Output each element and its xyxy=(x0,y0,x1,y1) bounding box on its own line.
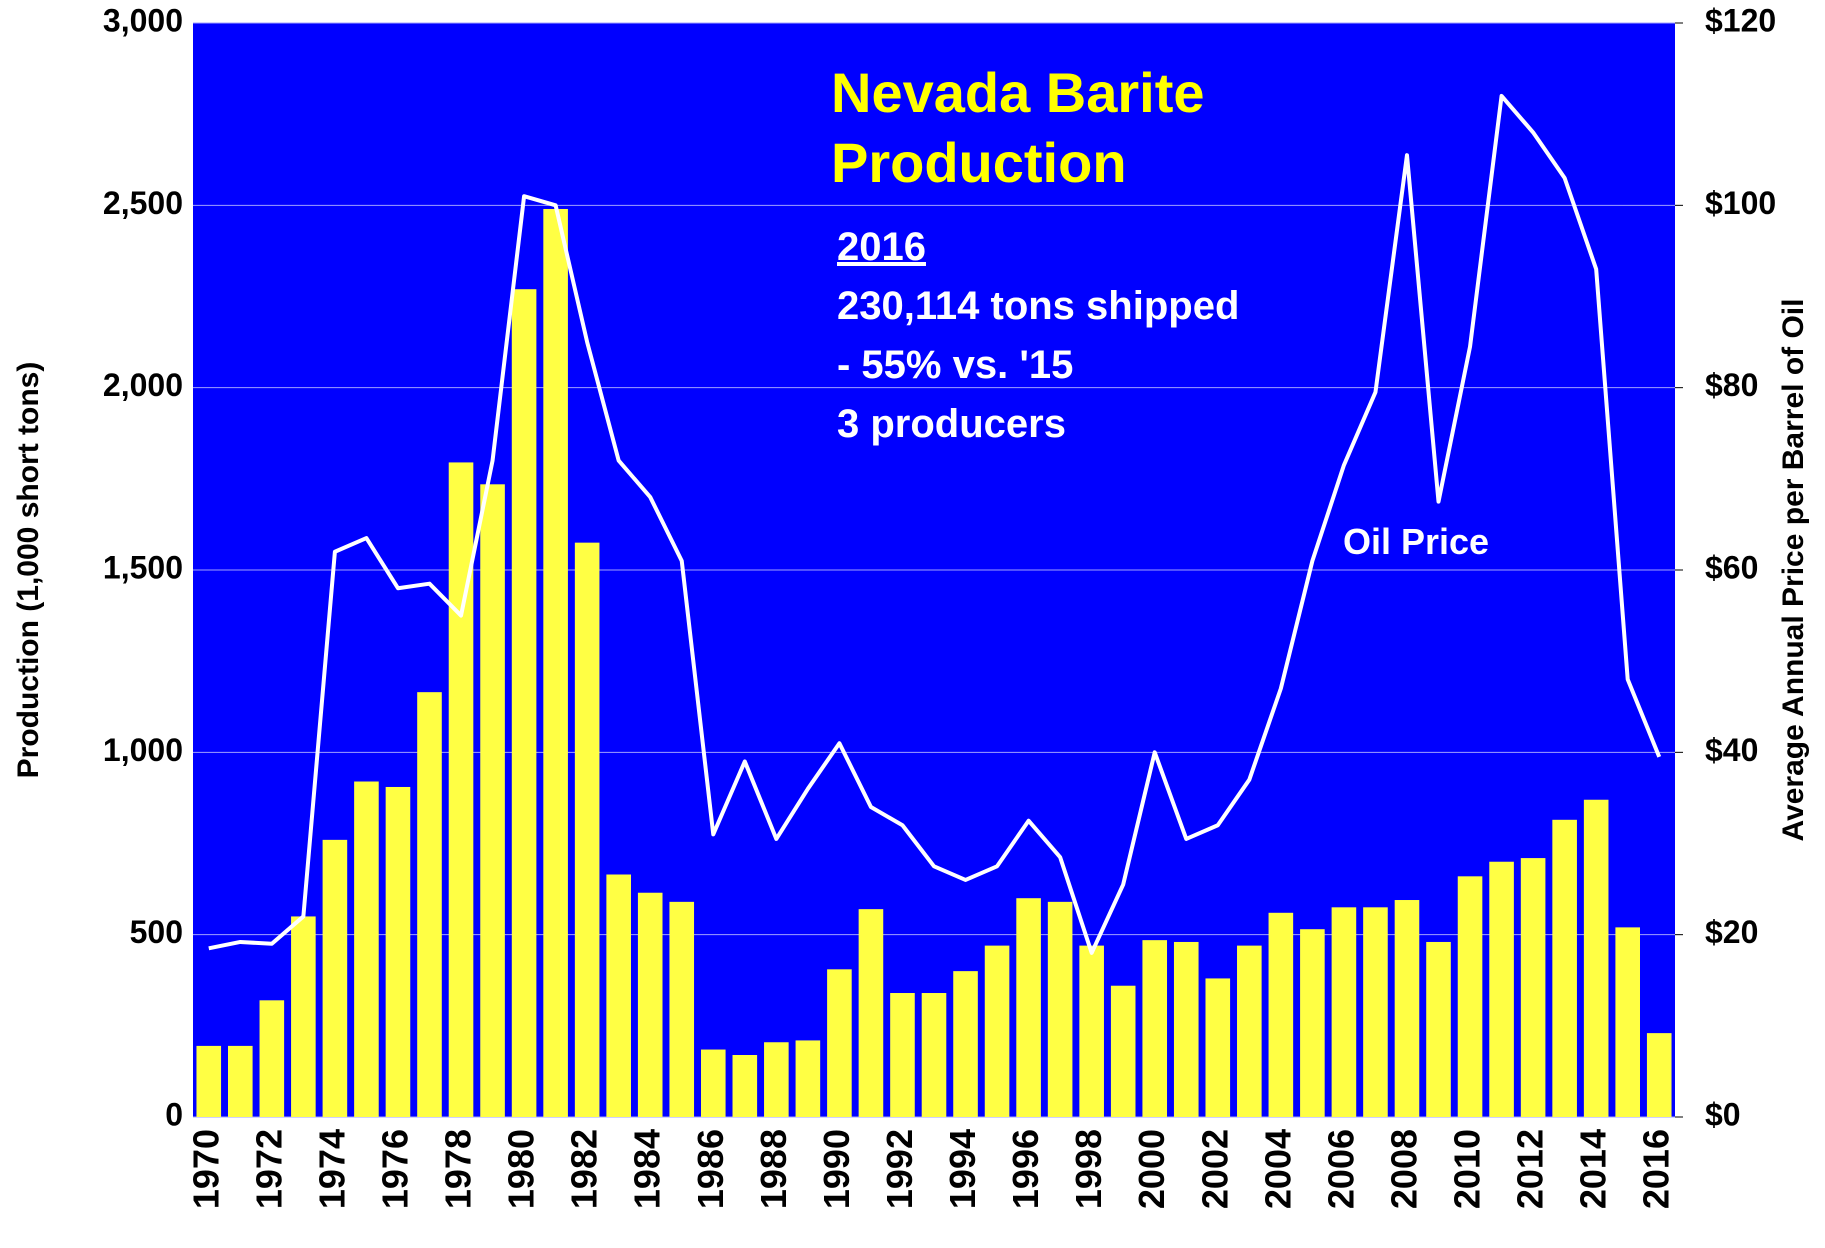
bar xyxy=(1331,907,1357,1117)
bar xyxy=(417,692,442,1117)
bar xyxy=(1615,927,1640,1117)
bar xyxy=(291,916,316,1117)
annotation-heading: 2016 xyxy=(837,225,926,269)
bar xyxy=(795,1040,821,1117)
x-tick-label: 1980 xyxy=(501,1129,542,1209)
bar xyxy=(1047,901,1073,1117)
bar xyxy=(259,1000,285,1117)
bar xyxy=(606,874,631,1117)
annotation: 2016 230,114 tons shipped - 55% vs. '15 … xyxy=(837,218,1239,454)
bar xyxy=(228,1045,253,1117)
bar xyxy=(1173,941,1199,1117)
y2-tick-label: $20 xyxy=(1705,914,1758,950)
bar xyxy=(1268,912,1294,1117)
x-tick-label: 1970 xyxy=(185,1129,226,1209)
y-tick-label: 2,000 xyxy=(103,367,183,403)
x-tick-label: 1978 xyxy=(438,1129,479,1209)
bar xyxy=(764,1042,789,1117)
bar xyxy=(1079,945,1104,1117)
bar xyxy=(354,781,379,1117)
bar xyxy=(1110,985,1136,1117)
x-tick-label: 2000 xyxy=(1131,1129,1172,1209)
bar xyxy=(953,971,978,1117)
x-tick-label: 1972 xyxy=(248,1129,289,1209)
x-tick-label: 2006 xyxy=(1320,1129,1361,1209)
bar xyxy=(732,1055,758,1117)
bar xyxy=(1300,929,1325,1117)
bar xyxy=(637,892,663,1117)
y2-tick-label: $120 xyxy=(1705,2,1776,38)
annotation-line: 230,114 tons shipped xyxy=(837,284,1240,328)
bar xyxy=(921,993,947,1117)
bar xyxy=(1237,945,1262,1117)
bar xyxy=(827,969,852,1117)
bar xyxy=(448,462,474,1117)
y2-tick-label: $60 xyxy=(1705,549,1758,585)
line-label: Oil Price xyxy=(1343,521,1490,562)
y-tick-label: 1,500 xyxy=(103,549,183,585)
y2-tick-label: $80 xyxy=(1705,367,1758,403)
x-tick-label: 1992 xyxy=(879,1129,920,1209)
x-tick-label: 1982 xyxy=(564,1129,605,1209)
bar xyxy=(385,786,411,1117)
bar xyxy=(1457,876,1483,1117)
bar xyxy=(196,1045,222,1117)
bar xyxy=(984,945,1010,1117)
x-tick-label: 2012 xyxy=(1510,1129,1551,1209)
bar xyxy=(700,1049,726,1117)
bar xyxy=(322,839,348,1117)
y-tick-label: 1,000 xyxy=(103,732,183,768)
bar xyxy=(1426,941,1451,1117)
bar xyxy=(1520,858,1546,1117)
bar xyxy=(1489,861,1514,1117)
x-tick-label: 2014 xyxy=(1573,1129,1614,1209)
bar xyxy=(1583,799,1609,1117)
bar xyxy=(890,993,915,1117)
x-tick-label: 2008 xyxy=(1383,1129,1424,1209)
x-tick-label: 2016 xyxy=(1636,1129,1677,1209)
y2-tick-label: $100 xyxy=(1705,185,1776,221)
bar xyxy=(511,289,537,1117)
y-tick-label: 2,500 xyxy=(103,185,183,221)
x-tick-label: 1976 xyxy=(374,1129,415,1209)
x-tick-label: 1974 xyxy=(311,1129,352,1209)
annotation-line: - 55% vs. '15 xyxy=(837,343,1074,387)
x-tick-label: 1998 xyxy=(1068,1129,1109,1209)
y2-tick-label: $40 xyxy=(1705,732,1758,768)
x-tick-label: 1996 xyxy=(1005,1129,1046,1209)
y-axis-title: Production (1,000 short tons) xyxy=(12,362,45,779)
y-tick-label: 0 xyxy=(165,1096,183,1132)
chart-title: Nevada Barite Production xyxy=(831,61,1205,194)
x-tick-label: 1994 xyxy=(942,1129,983,1209)
bar xyxy=(1142,940,1168,1117)
bar xyxy=(1552,819,1577,1117)
y2-tick-label: $0 xyxy=(1705,1096,1741,1132)
x-tick-label: 1990 xyxy=(816,1129,857,1209)
bar xyxy=(669,901,695,1117)
bar xyxy=(1016,898,1041,1117)
x-tick-label: 1988 xyxy=(753,1129,794,1209)
line xyxy=(208,93,1662,955)
bar xyxy=(574,542,600,1117)
annotation-line: 3 producers xyxy=(837,402,1066,446)
y-tick-label: 3,000 xyxy=(103,2,183,38)
x-tick-label: 2004 xyxy=(1257,1129,1298,1209)
bar xyxy=(480,484,505,1117)
y-tick-label: 500 xyxy=(130,914,183,950)
bar xyxy=(543,208,568,1118)
bar xyxy=(1363,907,1388,1117)
y2-axis-title: Average Annual Price per Barrel of Oil xyxy=(1777,299,1810,842)
x-tick-label: 1986 xyxy=(690,1129,731,1209)
bar xyxy=(858,909,884,1117)
x-tick-label: 2002 xyxy=(1194,1129,1235,1209)
bar xyxy=(1646,1033,1672,1117)
x-tick-label: 1984 xyxy=(627,1129,668,1209)
bar xyxy=(1394,900,1420,1117)
x-tick-label: 2010 xyxy=(1447,1129,1488,1209)
bar xyxy=(1205,978,1231,1117)
